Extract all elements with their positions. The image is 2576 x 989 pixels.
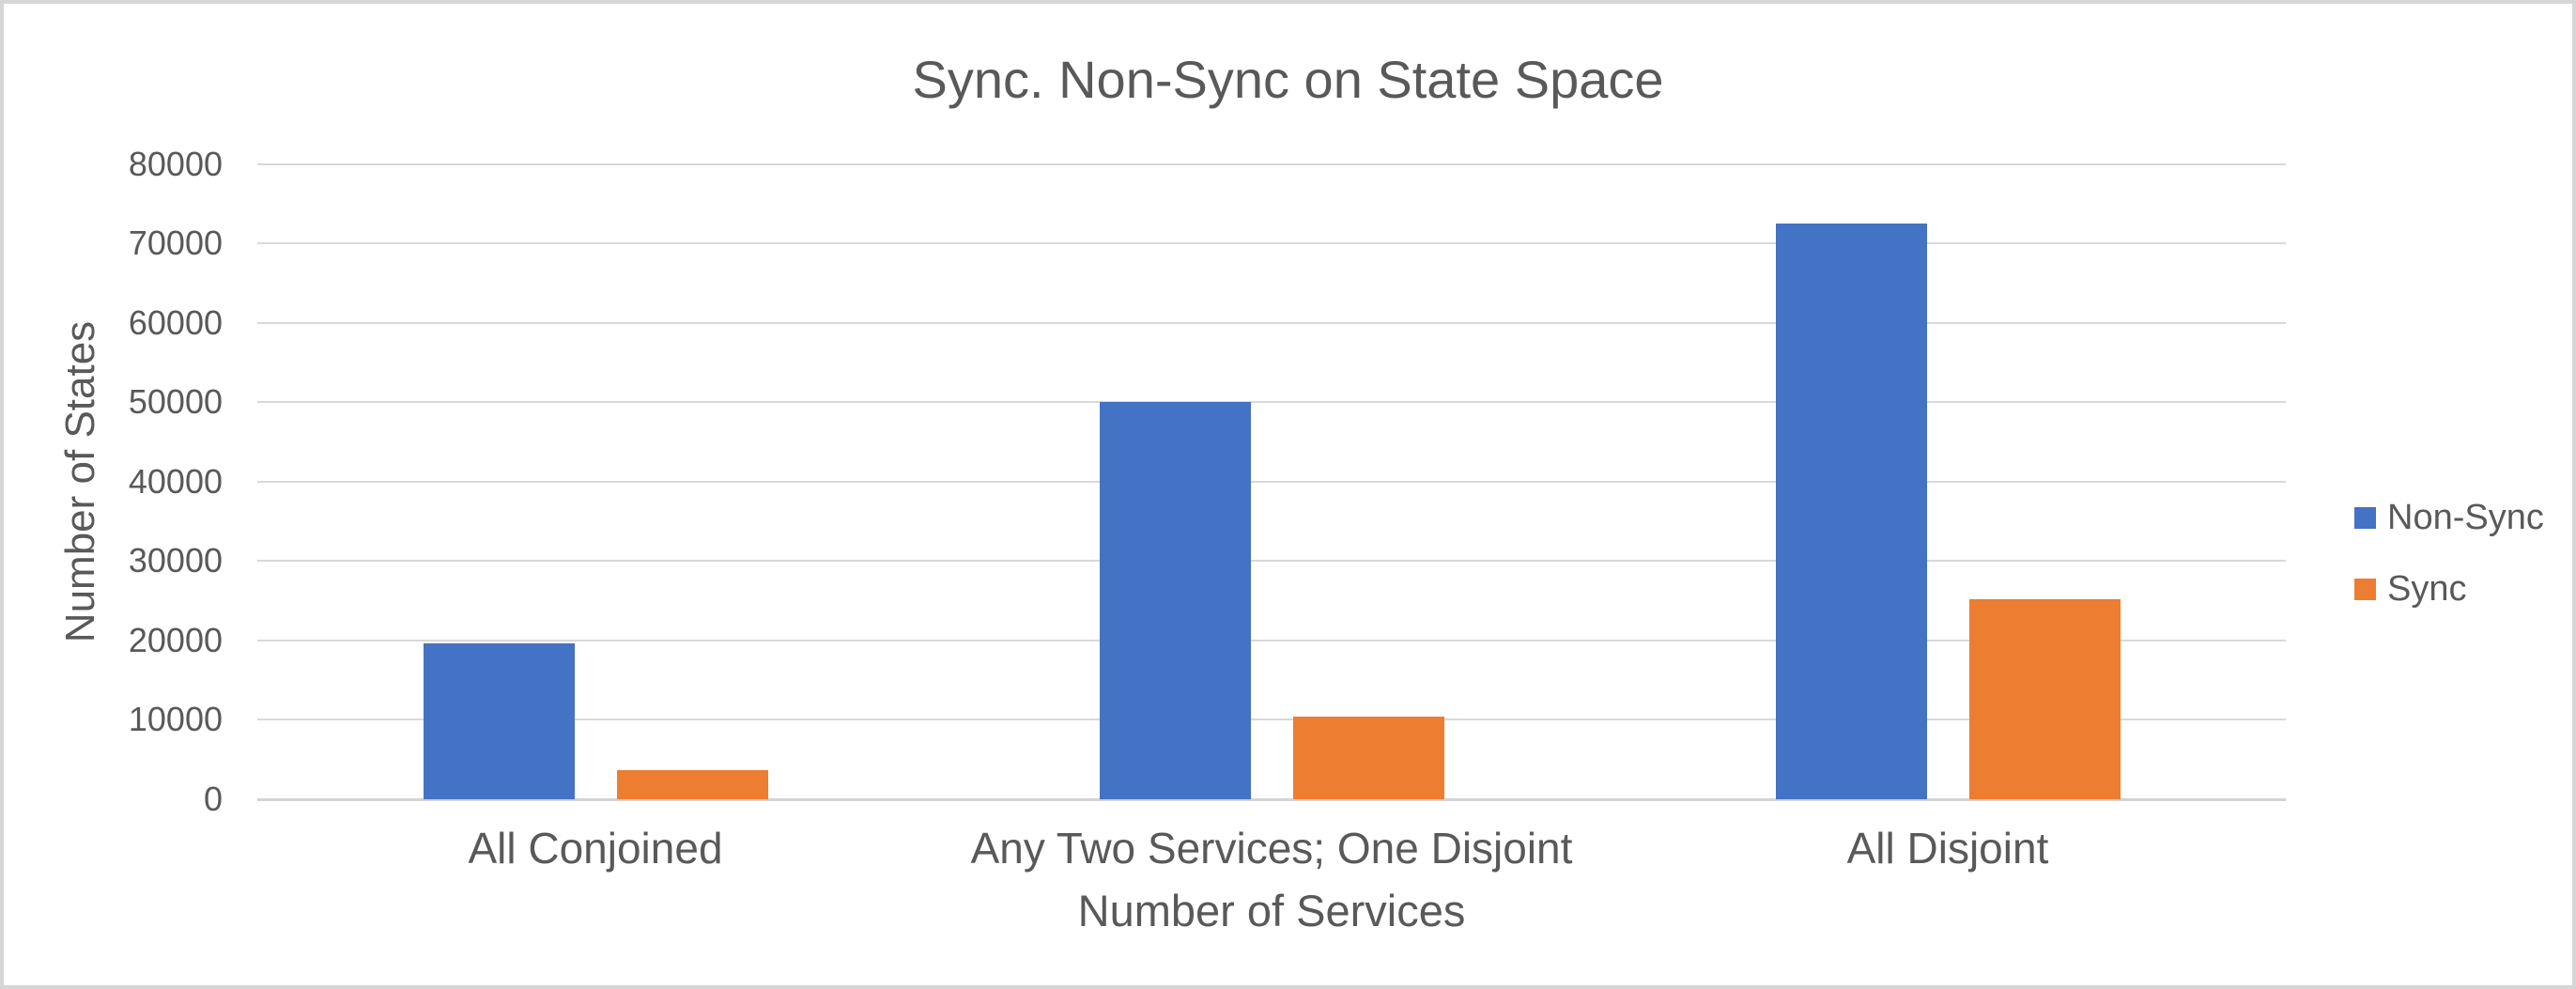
bar-non-sync-1 <box>424 643 575 799</box>
bar-sync-1 <box>617 770 768 799</box>
legend-label: Sync <box>2387 568 2467 609</box>
bar-non-sync-2 <box>1100 402 1251 799</box>
gridline <box>257 322 2286 324</box>
y-tick-label: 30000 <box>128 541 223 579</box>
x-category-label: Any Two Services; One Disjoint <box>970 824 1573 873</box>
y-tick-label: 80000 <box>128 145 223 183</box>
x-axis-line <box>257 798 2286 801</box>
y-tick-label: 40000 <box>128 462 223 501</box>
gridline <box>257 560 2286 562</box>
bar-sync-3 <box>1969 599 2121 799</box>
chart-title: Sync. Non-Sync on State Space <box>912 50 1664 109</box>
gridline <box>257 163 2286 165</box>
y-tick-label: 60000 <box>128 303 223 342</box>
y-tick-label: 0 <box>203 780 223 818</box>
bar-non-sync-3 <box>1776 224 1927 799</box>
legend-swatch-icon <box>2354 578 2376 600</box>
y-tick-label: 20000 <box>128 621 223 659</box>
legend-swatch-icon <box>2354 506 2376 529</box>
legend-item-sync: Sync <box>2354 567 2466 610</box>
bar-sync-2 <box>1293 717 1444 799</box>
gridline <box>257 640 2286 641</box>
gridline <box>257 242 2286 244</box>
legend-item-non-sync: Non-Sync <box>2354 496 2544 539</box>
gridline <box>257 719 2286 720</box>
x-category-label: All Conjoined <box>468 824 723 873</box>
x-axis-title: Number of Services <box>1077 886 1466 935</box>
y-tick-label: 70000 <box>128 224 223 262</box>
gridline <box>257 401 2286 403</box>
y-tick-label: 50000 <box>128 382 223 421</box>
gridline <box>257 481 2286 483</box>
x-category-label: All Disjoint <box>1846 824 2049 873</box>
y-tick-label: 10000 <box>128 700 223 738</box>
legend-label: Non-Sync <box>2387 497 2544 537</box>
